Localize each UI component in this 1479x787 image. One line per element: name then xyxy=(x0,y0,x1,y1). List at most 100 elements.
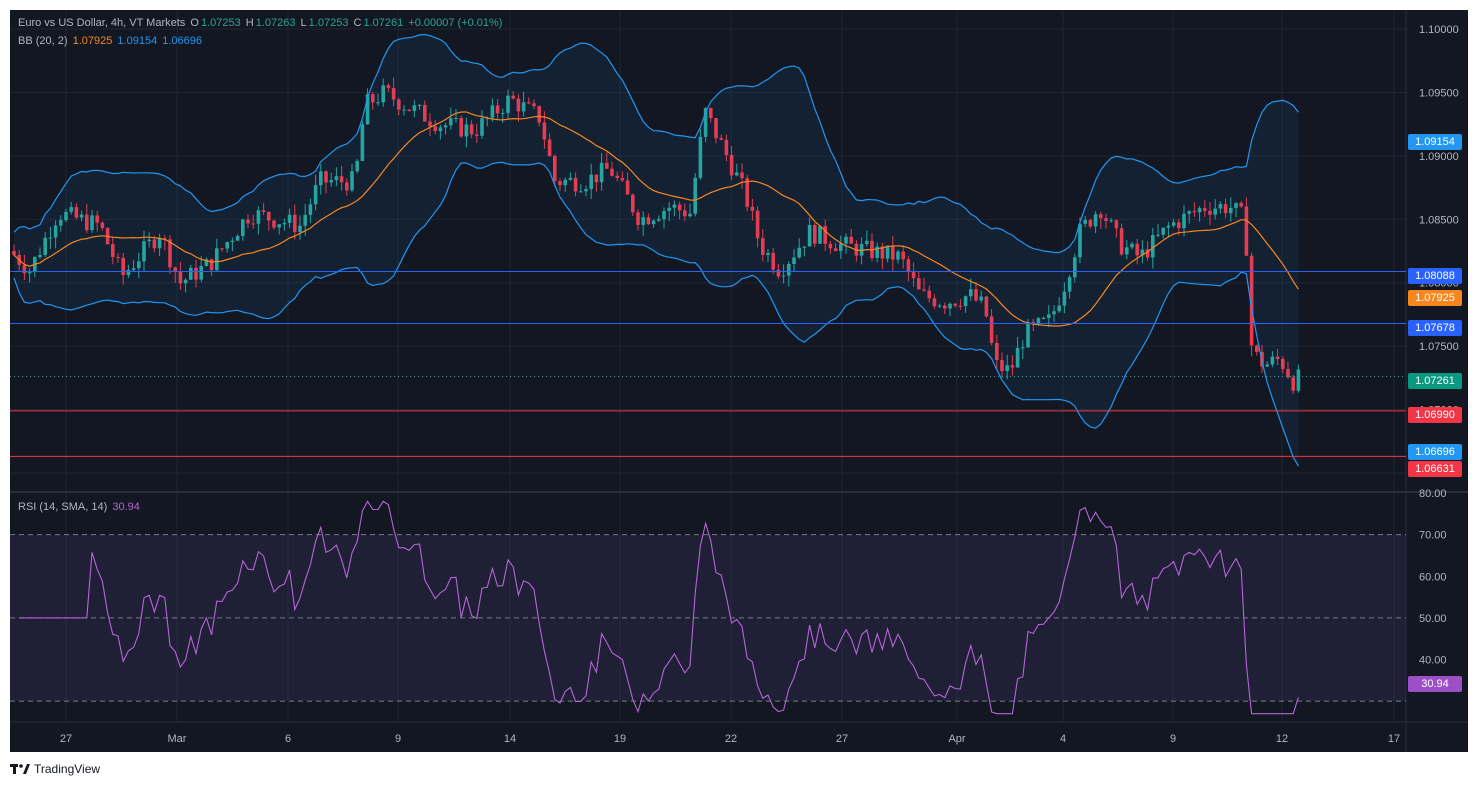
candle-body xyxy=(615,175,619,179)
candle-body xyxy=(220,248,224,250)
candle-body xyxy=(365,94,370,125)
candle-body xyxy=(1130,243,1134,248)
candle-body xyxy=(844,236,848,244)
time-axis-label[interactable]: 27 xyxy=(60,733,72,745)
candle-body xyxy=(641,217,645,225)
candle-body xyxy=(709,108,713,119)
candle-body xyxy=(974,289,978,301)
time-axis-label[interactable]: 4 xyxy=(1060,733,1066,745)
time-axis-label[interactable]: 6 xyxy=(285,733,291,745)
chart-canvas[interactable]: 1.100001.095001.090001.085001.080001.075… xyxy=(10,10,1468,752)
candle-body xyxy=(142,241,146,262)
candle-body xyxy=(802,246,807,248)
candle-body xyxy=(1296,369,1301,391)
candle-body xyxy=(1109,220,1113,222)
candle-body xyxy=(1114,220,1119,229)
candle-body xyxy=(116,256,120,258)
candle-body xyxy=(157,238,162,249)
candle-body xyxy=(79,214,84,218)
candle-body xyxy=(324,171,328,183)
candle-body xyxy=(750,206,755,211)
price-axis-label[interactable]: 1.10000 xyxy=(1419,24,1459,36)
time-axis-label[interactable]: 9 xyxy=(395,733,401,745)
rsi-value: 30.94 xyxy=(112,501,140,513)
price-axis-label[interactable]: 1.09500 xyxy=(1419,87,1459,99)
candle-body xyxy=(781,275,786,277)
candle-body xyxy=(995,342,999,361)
rsi-axis-label[interactable]: 80.00 xyxy=(1419,488,1447,500)
tradingview-logo-icon xyxy=(10,764,30,774)
candle-body xyxy=(194,267,198,280)
candle-body xyxy=(1062,291,1067,306)
candle-body xyxy=(823,226,827,244)
hline-tag-4: 1.06631 xyxy=(1408,461,1462,477)
candle-body xyxy=(755,210,760,239)
rsi-legend[interactable]: RSI (14, SMA, 14) 30.94 xyxy=(18,501,142,513)
candle-body xyxy=(443,125,448,128)
candle-body xyxy=(1104,218,1108,221)
symbol-title[interactable]: Euro vs US Dollar, 4h, VT Markets xyxy=(18,17,186,29)
candle-body xyxy=(1026,322,1030,348)
bb-lower-tag: 1.06696 xyxy=(1408,444,1462,460)
time-axis-label[interactable]: Mar xyxy=(168,733,187,745)
candle-body xyxy=(1135,243,1139,256)
candle-body xyxy=(1031,322,1035,324)
candle-body xyxy=(1015,348,1020,368)
candle-body xyxy=(792,257,796,264)
candle-body xyxy=(1140,249,1145,256)
candle-body xyxy=(917,278,921,290)
candle-body xyxy=(729,154,734,176)
candle-body xyxy=(111,244,115,257)
candle-body xyxy=(553,156,557,182)
candle-body xyxy=(511,95,515,99)
price-axis-label[interactable]: 1.09000 xyxy=(1419,151,1459,163)
high-value: 1.07263 xyxy=(255,17,296,29)
candle-body xyxy=(1166,225,1171,228)
candle-body xyxy=(963,296,968,307)
time-axis-label[interactable]: 14 xyxy=(504,733,516,745)
rsi-axis-label[interactable]: 70.00 xyxy=(1419,530,1447,542)
rsi-axis-label[interactable]: 40.00 xyxy=(1419,655,1447,667)
rsi-axis-label[interactable]: 50.00 xyxy=(1419,613,1447,625)
candle-body xyxy=(230,240,235,243)
candle-body xyxy=(906,259,911,273)
candle-body xyxy=(896,251,900,260)
candle-body xyxy=(911,272,916,279)
candle-body xyxy=(137,261,141,269)
brand-footer[interactable]: TradingView xyxy=(10,762,100,776)
candle-body xyxy=(885,245,890,259)
time-axis-label[interactable]: 22 xyxy=(725,733,737,745)
time-axis-label[interactable]: 17 xyxy=(1388,733,1400,745)
bb-legend[interactable]: BB (20, 2) 1.07925 1.09154 1.06696 xyxy=(18,35,204,47)
chart-frame[interactable]: 1.100001.095001.090001.085001.080001.075… xyxy=(10,10,1468,752)
price-axis-label[interactable]: 1.07500 xyxy=(1419,341,1459,353)
candle-body xyxy=(412,105,417,111)
candle-body xyxy=(1161,227,1165,235)
candle-body xyxy=(183,279,188,284)
candle-body xyxy=(1005,365,1009,372)
candle-body xyxy=(646,217,651,225)
candle-body xyxy=(199,266,203,280)
candle-body xyxy=(984,296,989,317)
candle-body xyxy=(48,237,53,239)
candle-body xyxy=(516,98,521,112)
candle-body xyxy=(1249,255,1254,346)
candle-body xyxy=(251,223,255,225)
time-axis-label[interactable]: Apr xyxy=(948,733,965,745)
candle-body xyxy=(1281,358,1285,369)
candle-body xyxy=(740,172,744,179)
time-axis-label[interactable]: 12 xyxy=(1276,733,1288,745)
time-axis-label[interactable]: 27 xyxy=(836,733,848,745)
candle-body xyxy=(828,243,833,249)
time-axis-label[interactable]: 9 xyxy=(1170,733,1176,745)
candle-body xyxy=(85,214,89,231)
candle-body xyxy=(90,215,94,231)
brand-name: TradingView xyxy=(34,762,101,776)
price-axis-label[interactable]: 1.08500 xyxy=(1419,214,1459,226)
rsi-axis-label[interactable]: 60.00 xyxy=(1419,571,1447,583)
candle-body xyxy=(771,252,775,270)
candle-body xyxy=(43,237,47,256)
candle-body xyxy=(1218,204,1223,209)
time-axis-label[interactable]: 19 xyxy=(614,733,626,745)
candle-body xyxy=(1177,222,1181,229)
